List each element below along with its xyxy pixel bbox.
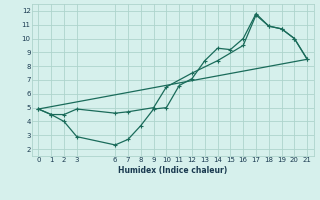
X-axis label: Humidex (Indice chaleur): Humidex (Indice chaleur) <box>118 166 228 175</box>
